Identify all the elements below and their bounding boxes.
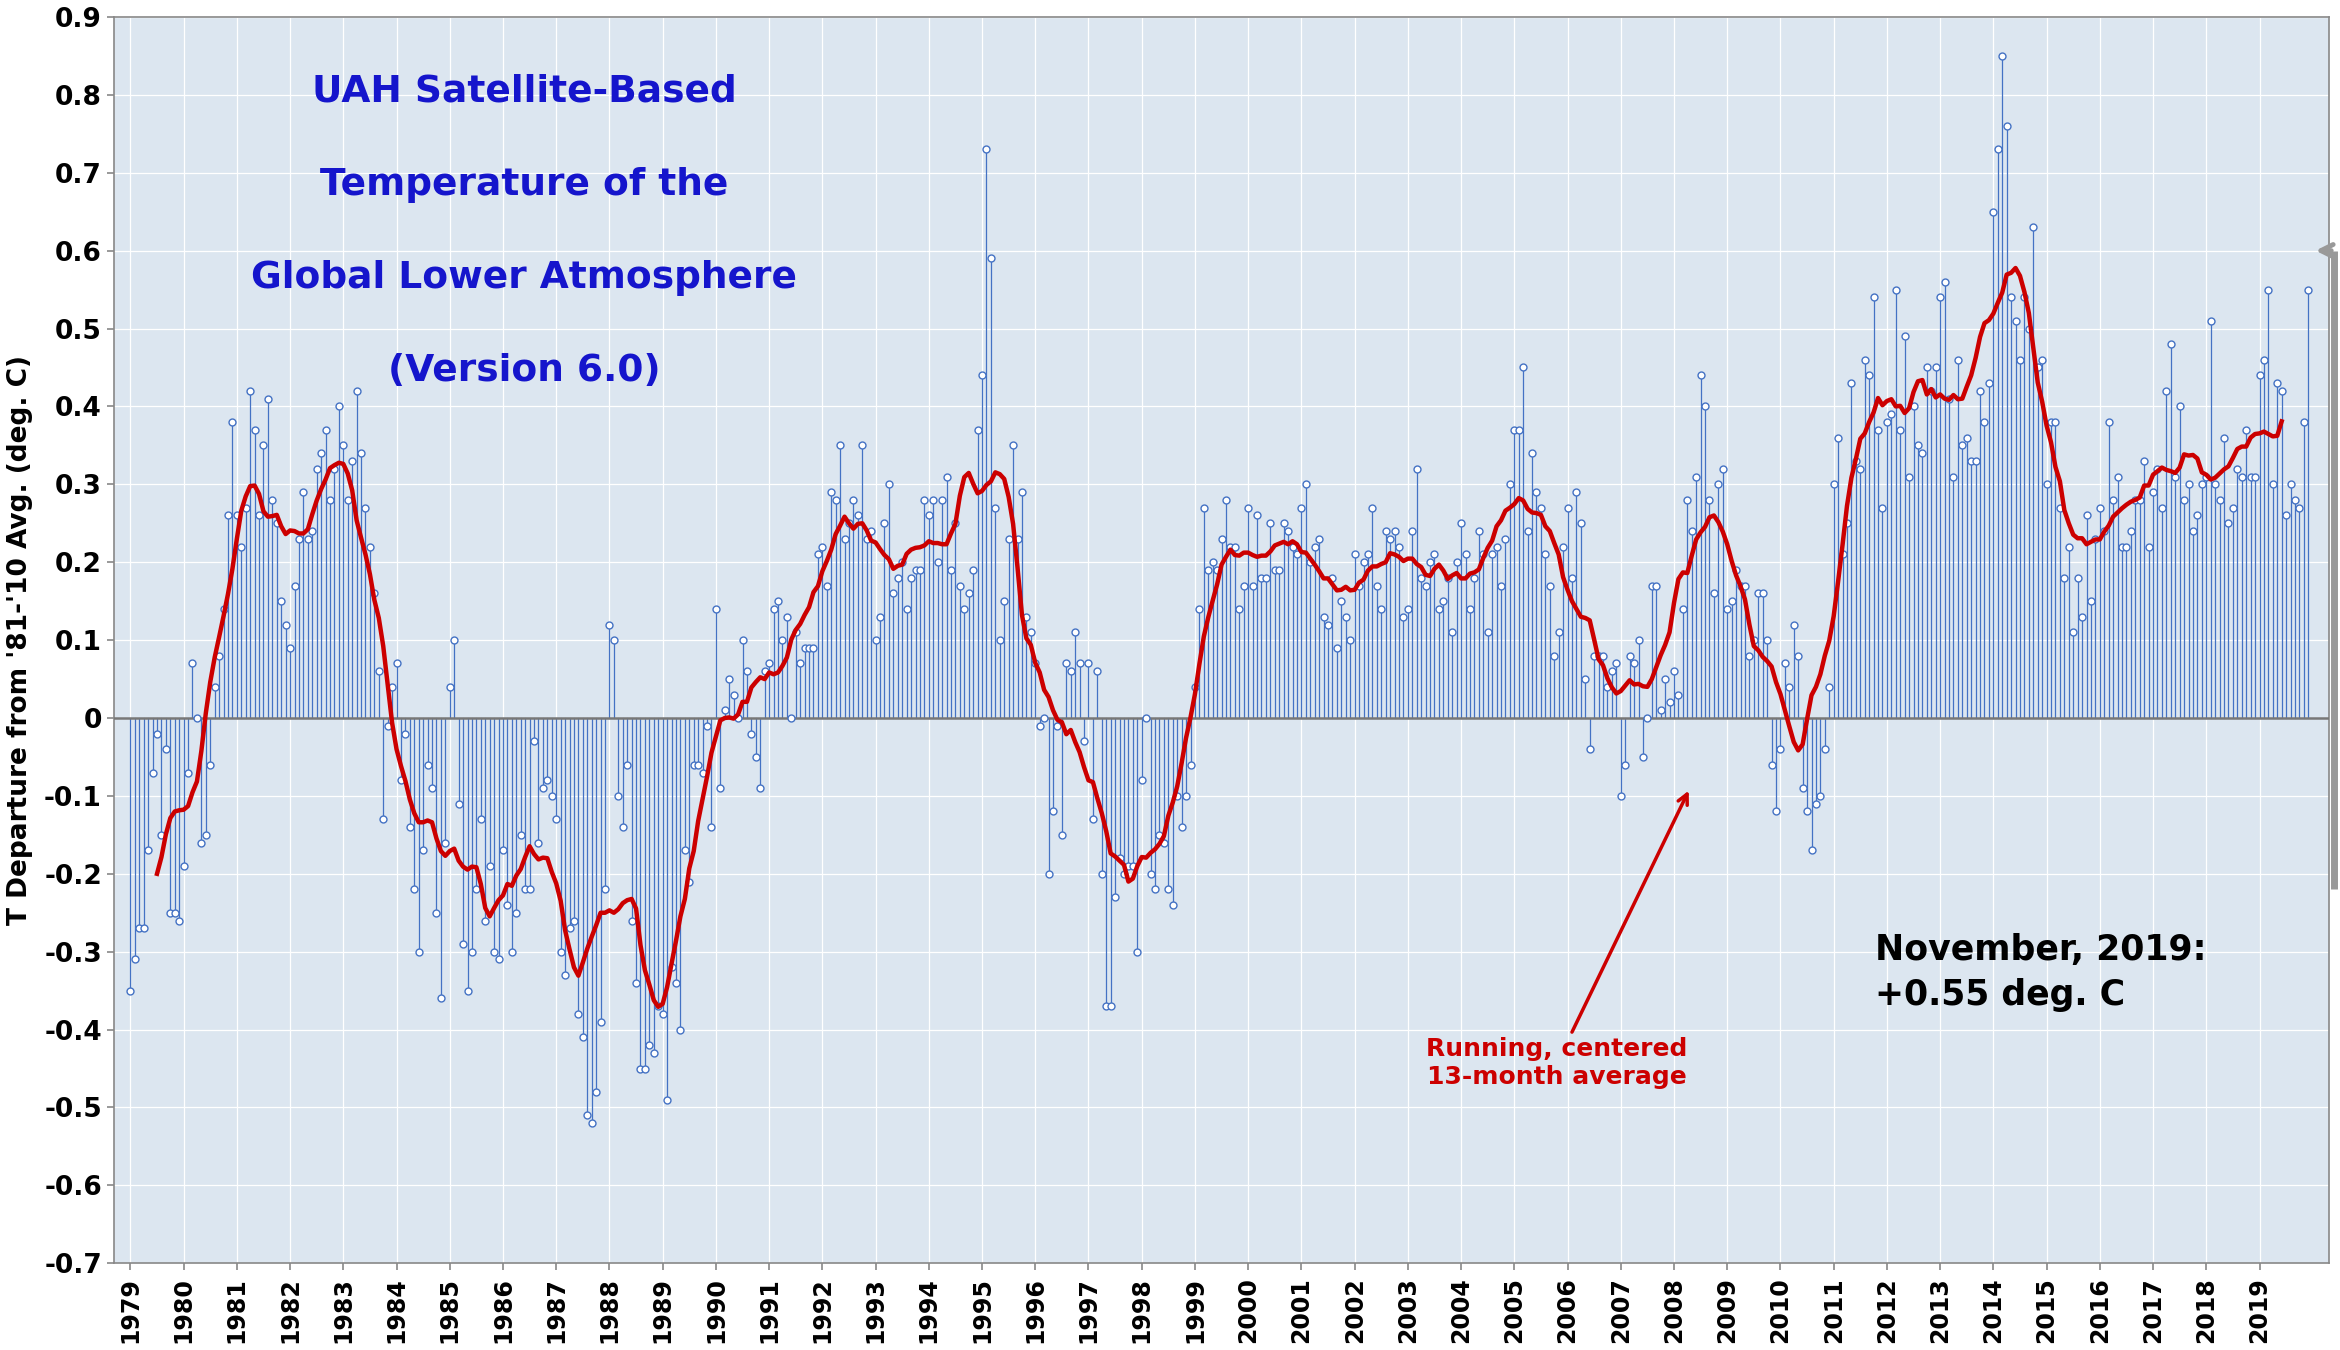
Y-axis label: T Departure from '81-'10 Avg. (deg. C): T Departure from '81-'10 Avg. (deg. C) bbox=[7, 355, 33, 925]
Text: Running, centered
13-month average: Running, centered 13-month average bbox=[1425, 794, 1687, 1089]
Text: (Version 6.0): (Version 6.0) bbox=[388, 354, 660, 389]
Text: Temperature of the: Temperature of the bbox=[321, 166, 728, 202]
Text: UAH Satellite-Based: UAH Satellite-Based bbox=[311, 73, 737, 109]
Text: Global Lower Atmosphere: Global Lower Atmosphere bbox=[250, 261, 798, 296]
Text: November, 2019:
+0.55 deg. C: November, 2019: +0.55 deg. C bbox=[1874, 933, 2207, 1011]
